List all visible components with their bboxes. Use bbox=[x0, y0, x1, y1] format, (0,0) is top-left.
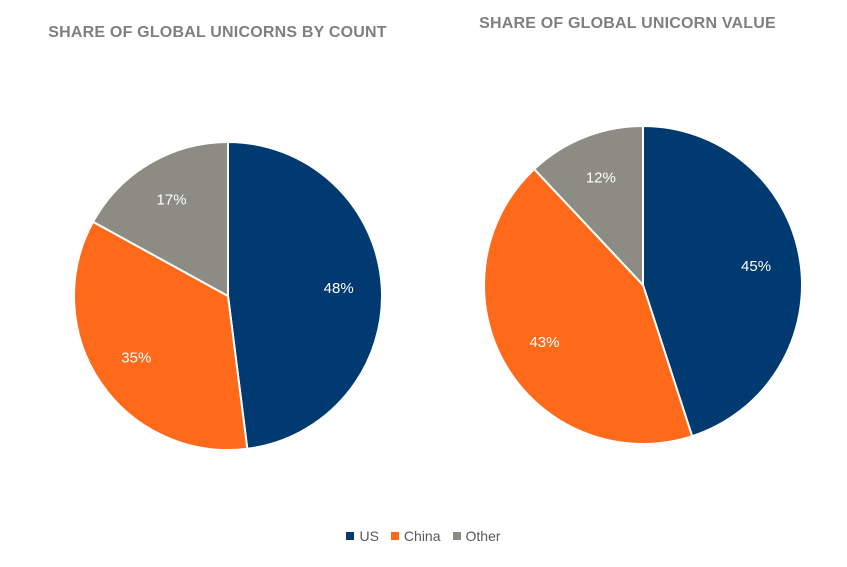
legend-item-us: US bbox=[346, 528, 379, 544]
legend-swatch-us bbox=[346, 532, 355, 540]
legend-item-china: China bbox=[390, 528, 441, 544]
pie-slice-china bbox=[483, 167, 694, 445]
pie-slice-other bbox=[532, 124, 644, 288]
legend-label-china: China bbox=[403, 528, 441, 544]
pie-slice-other bbox=[91, 140, 229, 298]
pie-chart-count: 48% 35% 17% bbox=[73, 140, 383, 451]
pie-chart-value: 45% 43% 12% bbox=[483, 124, 803, 445]
legend-label-us: US bbox=[359, 528, 379, 544]
data-label-china: 43% bbox=[529, 334, 559, 351]
chart-title-value: SHARE OF GLOBAL UNICORN VALUE bbox=[479, 15, 776, 32]
data-label-other: 12% bbox=[586, 170, 616, 187]
data-label-us: 45% bbox=[741, 258, 771, 275]
pie-slice-us bbox=[642, 124, 803, 438]
legend-label-other: Other bbox=[465, 528, 501, 544]
legend-swatch-china bbox=[390, 532, 399, 540]
legend-item-other: Other bbox=[452, 528, 501, 544]
chart-title-count: SHARE OF GLOBAL UNICORNS BY COUNT bbox=[48, 24, 387, 41]
legend: US China Other bbox=[0, 528, 847, 544]
data-label-us: 48% bbox=[324, 280, 354, 297]
data-label-other: 17% bbox=[157, 192, 187, 209]
pie-slice-us bbox=[227, 140, 383, 450]
data-label-china: 35% bbox=[121, 349, 151, 366]
pie-slice-china bbox=[73, 220, 249, 451]
legend-swatch-other bbox=[452, 532, 461, 540]
